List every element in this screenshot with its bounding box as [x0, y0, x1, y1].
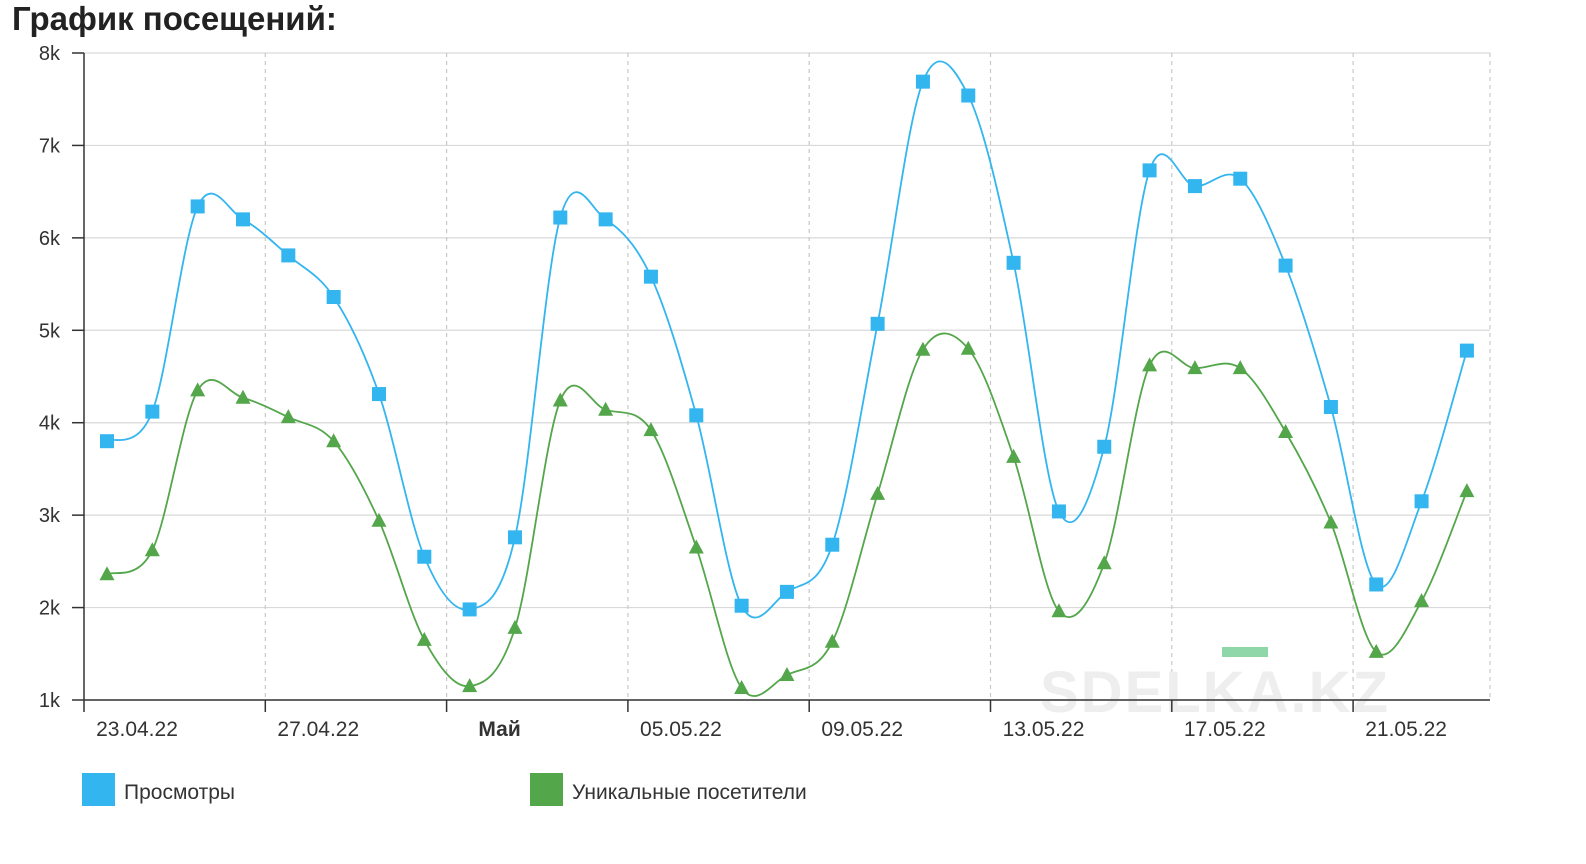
data-point-triangle	[1051, 603, 1067, 618]
legend-label-2: Уникальные посетители	[572, 781, 807, 804]
y-tick-label: 5k	[39, 320, 61, 342]
data-point-square	[1414, 494, 1429, 509]
y-tick-label: 3k	[39, 505, 61, 527]
x-tick-label: 09.05.22	[821, 718, 903, 741]
data-point-square	[779, 584, 794, 599]
data-point-triangle	[326, 433, 342, 448]
x-tick-label: 05.05.22	[640, 718, 722, 741]
data-point-square	[417, 549, 432, 564]
legend-label-1: Просмотры	[124, 781, 235, 804]
data-point-square	[462, 602, 477, 617]
data-point-square	[915, 74, 930, 89]
data-point-square	[1006, 255, 1021, 270]
data-point-triangle	[915, 341, 931, 356]
data-point-triangle	[416, 631, 432, 646]
y-tick-label: 2k	[39, 598, 61, 620]
data-point-square	[1459, 343, 1474, 358]
data-point-square	[1051, 504, 1066, 519]
data-point-triangle	[190, 382, 206, 397]
x-ticks: 23.04.22 27.04.22 Май 05.05.22 09.05.22 13.05…	[96, 718, 1447, 741]
y-tick-label: 4k	[39, 413, 61, 435]
data-point-square	[1233, 171, 1248, 186]
data-point-triangle	[824, 633, 840, 648]
data-point-triangle	[960, 340, 976, 355]
data-point-square	[235, 212, 250, 227]
data-point-triangle	[598, 401, 614, 416]
data-point-triangle	[1096, 555, 1112, 570]
data-point-square	[870, 316, 885, 331]
y-tick-label: 7k	[39, 135, 61, 157]
x-tick-label: 27.04.22	[277, 718, 359, 741]
data-point-triangle	[1368, 643, 1384, 658]
data-point-triangle	[371, 512, 387, 527]
data-point-triangle	[734, 679, 750, 694]
data-point-square	[1097, 439, 1112, 454]
data-point-square	[598, 212, 613, 227]
data-point-triangle	[280, 409, 296, 424]
data-point-triangle	[643, 422, 659, 437]
legend-swatch-1	[82, 773, 115, 806]
x-tick-label: 13.05.22	[1003, 718, 1085, 741]
data-point-triangle	[1323, 514, 1339, 529]
data-point-square	[1187, 179, 1202, 194]
data-point-square	[100, 434, 114, 449]
y-ticks: 1k 2k 3k 4k 5k 6k 7k 8k	[39, 43, 61, 712]
data-point-square	[1323, 400, 1338, 415]
data-point-square	[961, 88, 976, 103]
data-point-triangle	[1142, 357, 1158, 372]
data-point-triangle	[1187, 360, 1203, 375]
data-point-triangle	[779, 667, 795, 682]
x-tick-label: 23.04.22	[96, 718, 178, 741]
data-point-square	[507, 530, 522, 545]
data-point-square	[1278, 258, 1293, 273]
data-point-triangle	[1459, 483, 1475, 498]
data-point-triangle	[235, 389, 251, 404]
data-point-square	[734, 598, 749, 613]
gridlines	[84, 52, 1491, 701]
data-point-square	[643, 269, 658, 284]
data-point-triangle	[1006, 448, 1022, 463]
x-tick-label: 17.05.22	[1184, 718, 1266, 741]
data-point-triangle	[462, 678, 478, 693]
x-tick-label: 21.05.22	[1365, 718, 1447, 741]
axes	[72, 52, 1490, 712]
data-point-square	[326, 290, 341, 305]
series-markers	[99, 74, 1475, 694]
data-point-triangle	[1232, 360, 1248, 375]
data-point-triangle	[1414, 593, 1430, 608]
legend: Просмотры Уникальные посетители	[82, 773, 807, 806]
series-line-1	[106, 60, 1468, 619]
data-point-square	[553, 210, 568, 225]
data-point-triangle	[144, 542, 160, 557]
series-lines	[106, 60, 1468, 697]
data-point-triangle	[552, 392, 568, 407]
data-point-square	[689, 408, 704, 423]
x-tick-label: Май	[478, 718, 520, 741]
data-point-triangle	[507, 619, 523, 634]
watermark: SDELKA.KZ	[1040, 660, 1390, 725]
data-point-square	[1142, 163, 1157, 178]
page-title: График посещений:	[12, 0, 337, 37]
decorative-green-dash	[1222, 647, 1268, 657]
watermark-text: SDELKA.KZ	[1040, 660, 1390, 725]
y-tick-label: 6k	[39, 228, 61, 250]
y-tick-label: 8k	[39, 43, 61, 65]
legend-swatch-2	[530, 773, 563, 806]
data-point-square	[371, 387, 386, 402]
data-point-square	[190, 199, 205, 214]
data-point-square	[281, 248, 296, 263]
data-point-triangle	[99, 566, 115, 581]
data-point-square	[825, 537, 840, 552]
data-point-triangle	[870, 485, 886, 500]
data-point-triangle	[688, 539, 704, 554]
data-point-triangle	[1278, 423, 1294, 438]
y-tick-label: 1k	[39, 690, 61, 712]
data-point-square	[1369, 577, 1384, 592]
data-point-square	[145, 404, 160, 419]
